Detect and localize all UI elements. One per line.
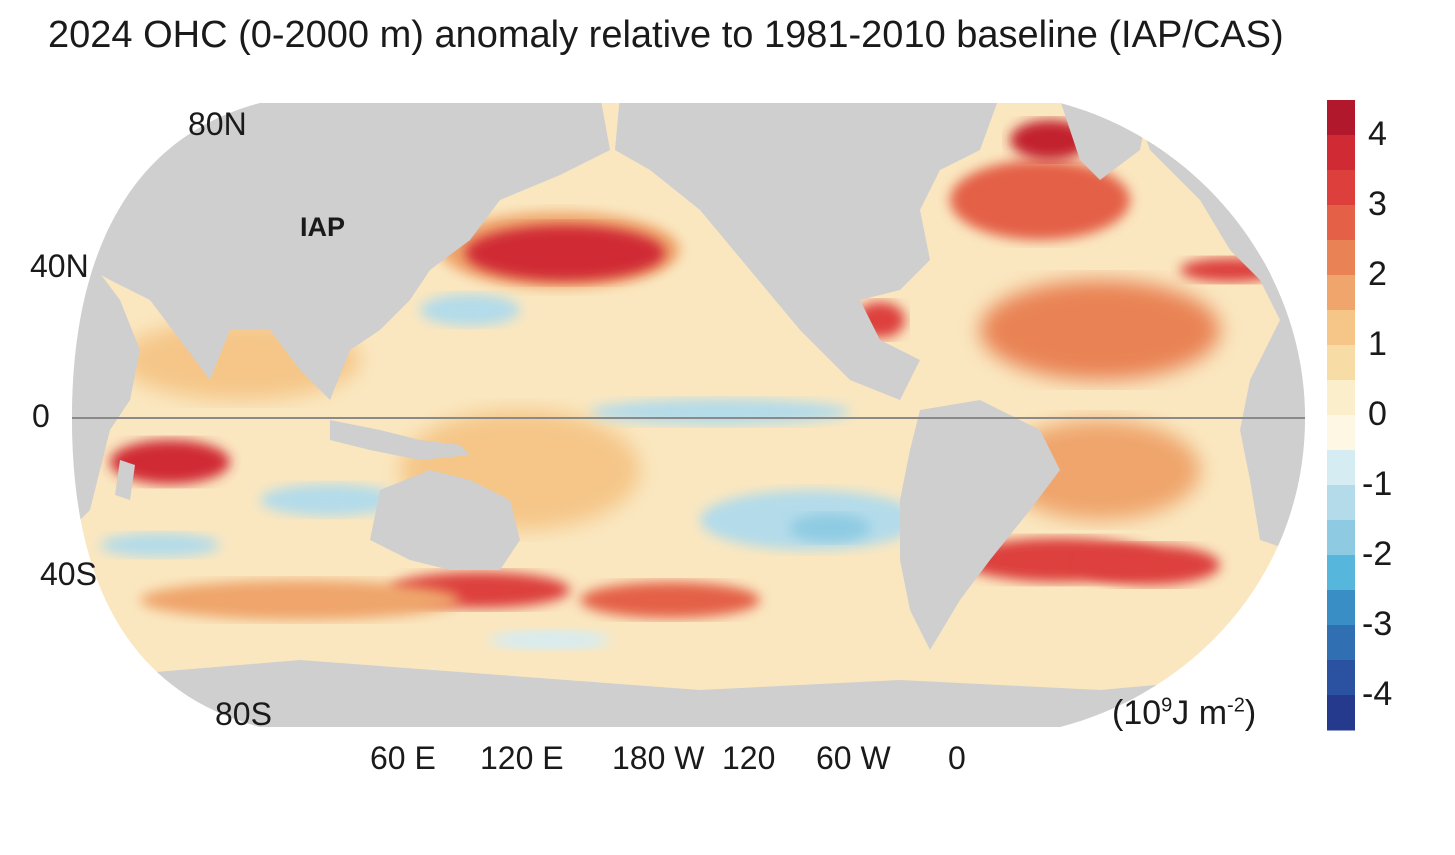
colorbar-swatch xyxy=(1327,520,1355,556)
land-masses xyxy=(72,103,1305,727)
colorbar-tick-label: 1 xyxy=(1368,325,1387,363)
antarctica-land xyxy=(72,660,1305,727)
indonesia-land xyxy=(330,420,470,460)
colorbar-tick-label: 3 xyxy=(1368,185,1387,223)
units-exp: 9 xyxy=(1161,694,1173,717)
colorbar-swatch xyxy=(1327,555,1355,591)
colorbar-swatch xyxy=(1327,380,1355,416)
southern-ocean-hot-2 xyxy=(580,582,760,618)
colorbar-swatch xyxy=(1327,100,1355,136)
australia-land xyxy=(370,470,520,570)
colorbar-swatch xyxy=(1327,415,1355,451)
colorbar xyxy=(1327,100,1355,731)
eurasia-land xyxy=(72,103,610,400)
lat-label-80n: 80N xyxy=(188,106,247,142)
lat-label-40n: 40N xyxy=(30,248,89,284)
units-close: ) xyxy=(1244,694,1257,732)
north-pacific-hotspot xyxy=(465,225,665,281)
lon-label-120w: 120 xyxy=(722,740,776,776)
colorbar-swatch xyxy=(1327,205,1355,241)
units-mid: J m xyxy=(1172,694,1228,732)
lon-label-60w: 60 W xyxy=(816,740,891,776)
lat-label-80s: 80S xyxy=(215,696,272,732)
chart-title: 2024 OHC (0-2000 m) anomaly relative to … xyxy=(48,14,1284,56)
colorbar-swatch xyxy=(1327,590,1355,626)
colorbar-tick-label: -1 xyxy=(1362,465,1393,503)
southeast-pacific-cool-core xyxy=(790,514,870,542)
lon-label-0: 0 xyxy=(948,740,966,776)
southern-ocean-warm-band xyxy=(140,580,460,620)
colorbar-swatch xyxy=(1327,625,1355,661)
south-indian-hotspot xyxy=(110,440,230,484)
colorbar-swatch xyxy=(1327,485,1355,521)
colorbar-tick-label: -2 xyxy=(1362,535,1393,573)
colorbar-swatch xyxy=(1327,170,1355,206)
lon-label-120e: 120 E xyxy=(480,740,564,776)
colorbar-swatch xyxy=(1327,275,1355,311)
dataset-label: IAP xyxy=(300,212,346,242)
colorbar-tick-label: 2 xyxy=(1368,255,1387,293)
colorbar-swatch xyxy=(1327,310,1355,346)
lon-label-180w: 180 W xyxy=(612,740,705,776)
southern-ocean-cool xyxy=(490,630,610,650)
madagascar-land xyxy=(115,460,135,500)
north-atlantic-warm xyxy=(950,160,1130,240)
equatorial-pacific-cool xyxy=(590,399,850,425)
colorbar-swatch xyxy=(1327,345,1355,381)
colorbar-swatch xyxy=(1327,695,1355,731)
globe-map-area xyxy=(72,103,1305,727)
lat-label-equator: 0 xyxy=(32,398,50,434)
south-atlantic-hotspot-east xyxy=(1080,545,1220,585)
colorbar-tick-label: 4 xyxy=(1368,115,1387,153)
units-exp2: -2 xyxy=(1227,694,1245,717)
south-america-land xyxy=(900,400,1060,650)
atlantic-subtropical-warm xyxy=(980,280,1220,380)
colorbar-tick-label: -3 xyxy=(1362,605,1393,643)
africa-land xyxy=(72,250,140,540)
south-atlantic-warm xyxy=(1000,420,1200,520)
colorbar-swatch xyxy=(1327,135,1355,171)
colorbar-swatch xyxy=(1327,450,1355,486)
colorbar-swatch xyxy=(1327,660,1355,696)
units-label: (109J m-2) xyxy=(1112,694,1256,733)
lon-label-60e: 60 E xyxy=(370,740,436,776)
north-america-land xyxy=(615,103,1000,400)
units-base: (10 xyxy=(1112,694,1162,732)
south-indian-cool xyxy=(260,484,400,516)
colorbar-tick-label: -4 xyxy=(1362,675,1393,713)
western-pacific-cool xyxy=(420,294,520,326)
colorbar-tick-label: 0 xyxy=(1368,395,1387,433)
colorbar-swatch xyxy=(1327,240,1355,276)
southwest-indian-cool xyxy=(100,533,220,557)
lat-label-40s: 40S xyxy=(40,556,97,592)
